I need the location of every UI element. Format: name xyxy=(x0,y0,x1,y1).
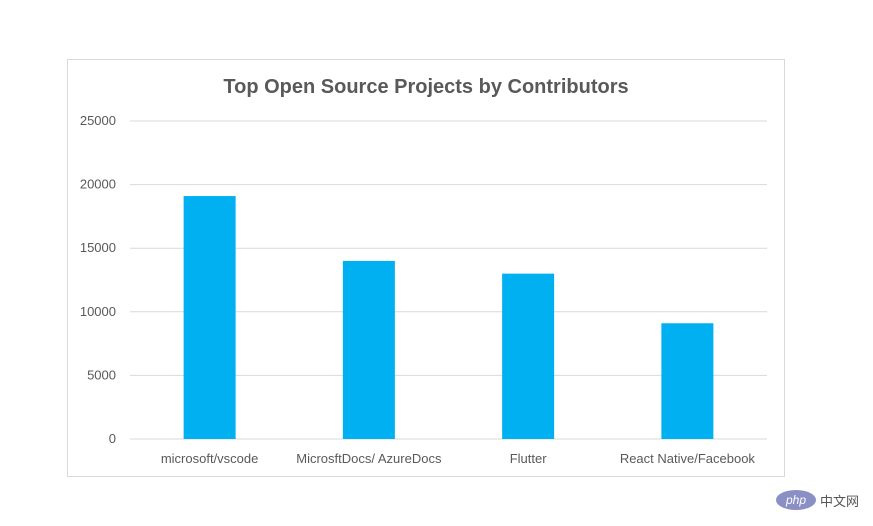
watermark: php 中文网 xyxy=(775,490,859,510)
bar xyxy=(502,273,555,439)
x-tick-label: microsoft/vscode xyxy=(161,451,259,466)
y-tick-label: 0 xyxy=(109,431,116,446)
php-logo-icon: php xyxy=(775,490,816,510)
chart-title: Top Open Source Projects by Contributors xyxy=(223,76,628,98)
bar xyxy=(342,260,395,439)
watermark-text: 中文网 xyxy=(819,494,859,510)
bar xyxy=(661,323,714,439)
y-tick-label: 15000 xyxy=(80,240,116,255)
bar xyxy=(183,196,236,439)
y-tick-label: 25000 xyxy=(80,113,116,128)
gridlines xyxy=(130,120,767,440)
x-axis-labels: microsoft/vscode MicrosftDocs/ AzureDocs F… xyxy=(161,451,756,466)
x-tick-label: React Native/Facebook xyxy=(620,451,756,466)
y-tick-label: 10000 xyxy=(80,304,116,319)
bars xyxy=(183,196,714,439)
x-tick-label: Flutter xyxy=(510,451,548,466)
y-axis-ticks: 0 5000 10000 15000 20000 25000 xyxy=(80,113,116,446)
y-tick-label: 20000 xyxy=(80,177,116,192)
y-tick-label: 5000 xyxy=(87,367,116,382)
x-tick-label: MicrosftDocs/ AzureDocs xyxy=(296,451,442,466)
